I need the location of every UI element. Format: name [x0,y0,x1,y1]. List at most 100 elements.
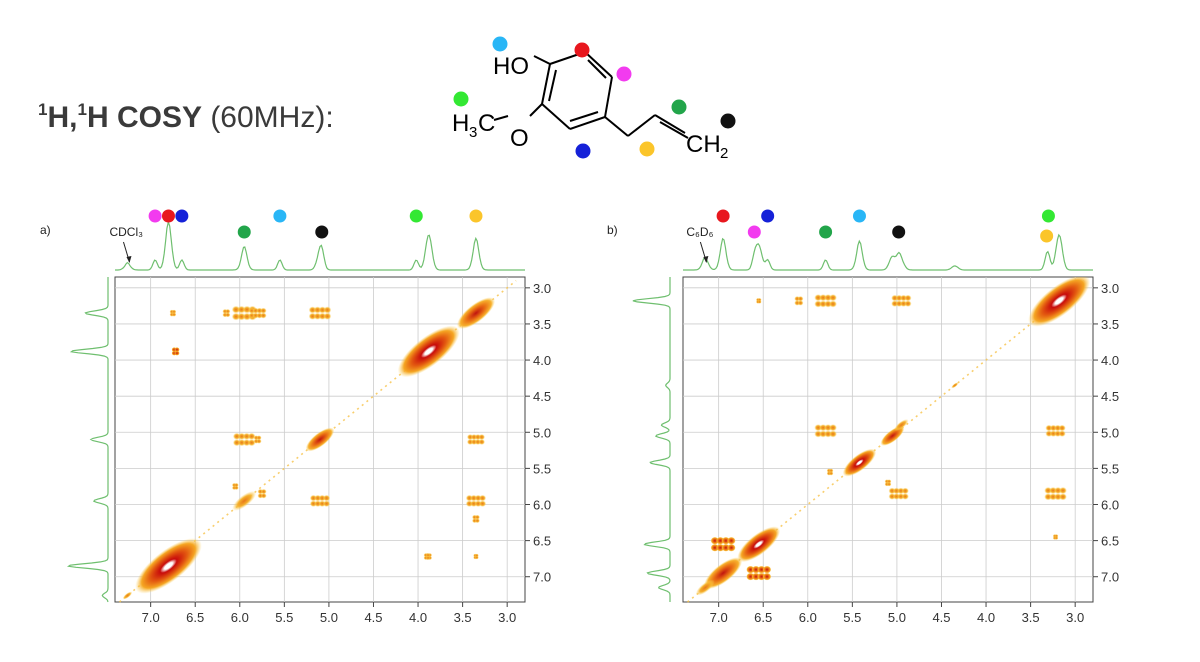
top-projection-trace [115,219,525,271]
vinyl-ch2-label: CH 2 [686,131,728,162]
peak-marker-dot-cyan [852,209,866,223]
cross-peak [1045,424,1066,437]
x-tick-label: 4.0 [409,610,427,625]
cross-peak [710,536,736,552]
peak-layer [695,277,1091,596]
diagonal-peak [894,419,909,432]
y-tick-label: 6.5 [533,534,551,549]
svg-text:H: H [452,110,469,137]
y-tick-label: 4.0 [533,353,551,368]
panel-label: a) [40,223,51,237]
marker-dot-allyl-ch2 [639,141,655,157]
peak-marker-dot-black [315,225,329,239]
cross-peak [884,479,892,487]
cross-peak [308,306,332,320]
hydroxyl-label: HO [493,53,529,80]
diagonal-peak [135,538,202,594]
x-tick-label: 5.5 [843,610,861,625]
left-projection-trace [66,277,109,603]
diagonal-peak [737,526,781,563]
cross-peak [257,488,267,499]
diagonal-peak [397,325,460,378]
cross-peak [755,297,762,304]
x-tick-label: 6.5 [754,610,772,625]
diagonal-peak [1028,277,1091,327]
ether-oxygen-label: O [510,125,529,152]
y-tick-label: 5.5 [1101,461,1119,476]
title-h2: H COSY [86,101,202,134]
methyl-label: H 3 C [452,110,495,141]
cross-peak [309,494,331,507]
y-tick-label: 6.5 [1101,534,1119,549]
y-tick-label: 4.5 [533,389,551,404]
y-tick-label: 3.0 [1101,281,1119,296]
peak-marker-dot-magenta [747,225,761,239]
cross-peak [826,468,834,476]
cross-peak [814,294,837,308]
cross-peak [222,308,231,318]
x-tick-label: 6.0 [231,610,249,625]
diagonal-peak [695,579,715,596]
x-tick-label: 6.5 [186,610,204,625]
diagonal-peak [842,448,877,477]
cross-peak [248,307,267,319]
cross-peak [465,494,487,507]
marker-dot-oh [492,36,508,52]
y-tick-label: 3.5 [1101,317,1119,332]
left-projection-trace [632,277,671,602]
diagonal-peak [232,490,257,511]
y-tick-label: 4.5 [1101,389,1119,404]
y-tick-label: 7.0 [1101,570,1119,585]
cross-peak [231,482,239,490]
marker-dot-h-magenta [616,66,632,82]
top-projection-trace [683,233,1093,271]
cross-peak [423,552,431,561]
peak-marker-dot-magenta [148,209,162,223]
y-tick-label: 6.0 [533,498,551,513]
cross-peak [794,296,804,306]
svg-text:3: 3 [469,124,477,141]
svg-text:CH: CH [686,131,721,158]
diagonal-peak [456,297,496,329]
cross-peak [1052,534,1059,540]
peak-layer [122,297,496,600]
svg-text:2: 2 [720,145,728,162]
cross-peak [169,309,177,317]
x-tick-label: 4.5 [932,610,950,625]
cross-peak [466,434,485,445]
marker-dot-h-red [574,42,590,58]
x-tick-label: 5.5 [275,610,293,625]
peak-marker-dot-black [892,225,906,239]
peak-marker-dot-yellow [469,209,483,223]
cross-peak [746,565,772,581]
peak-marker-dot-yellow [1040,229,1054,243]
page-title: 1H,1H COSY (60MHz): [38,100,334,135]
svg-text:C: C [478,110,495,137]
solvent-arrow-head [126,256,132,263]
solvent-arrow-head [703,256,709,263]
y-tick-label: 3.0 [533,281,551,296]
x-tick-label: 5.0 [888,610,906,625]
diagonal-peak [305,427,335,452]
cross-peak [472,514,480,524]
x-tick-label: 5.0 [320,610,338,625]
cross-peak [1044,486,1067,501]
cosy-panel-b: 7.0 6.5 6.0 5.5 5.0 4.5 4.0 3.5 3.0 3.0 3.5 4.0 4.5 5… [607,209,1119,625]
cross-peak [171,347,180,356]
peak-marker-dot-blue [761,209,775,223]
title-sup-2: 1 [77,100,87,119]
peak-marker-dot-blue [175,209,189,223]
title-h1: H, [47,101,78,134]
peak-marker-dot-cyan [273,209,287,223]
x-tick-label: 4.5 [364,610,382,625]
cross-peak [814,424,837,438]
x-tick-label: 3.0 [498,610,516,625]
title-sup-1: 1 [38,100,48,119]
cross-peak [232,432,256,447]
x-tick-label: 7.0 [710,610,728,625]
solvent-label: C₆D₆ [686,225,713,239]
peak-marker-dot-red [161,209,175,223]
cross-peak [253,435,262,444]
x-tick-label: 7.0 [142,610,160,625]
marker-dot-vinyl-ch [671,99,687,115]
